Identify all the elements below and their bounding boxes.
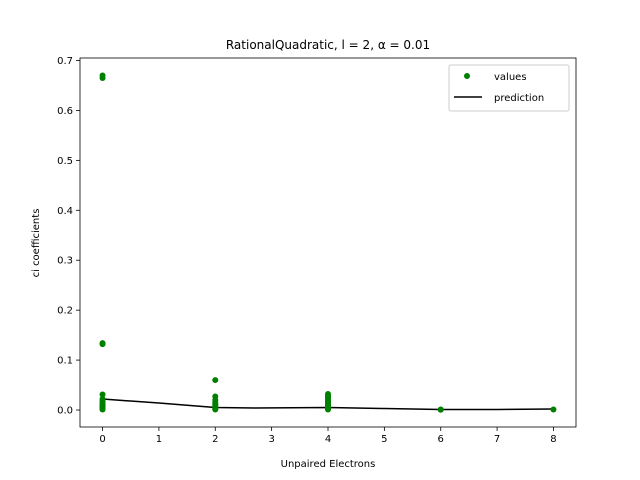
legend-label-prediction: prediction bbox=[494, 93, 544, 104]
x-axis-label: Unpaired Electrons bbox=[281, 459, 376, 470]
legend-box bbox=[448, 64, 570, 112]
y-tick-label: 0.1 bbox=[57, 356, 73, 367]
legend-marker-values bbox=[464, 73, 470, 79]
x-tick-label: 3 bbox=[268, 434, 274, 445]
value-point bbox=[99, 74, 106, 81]
y-tick-label: 0.0 bbox=[57, 406, 73, 417]
x-tick-label: 6 bbox=[438, 434, 444, 445]
value-point bbox=[325, 406, 331, 413]
x-tick-label: 4 bbox=[325, 434, 331, 445]
value-point bbox=[99, 341, 106, 348]
legend-label-values: values bbox=[494, 72, 527, 83]
y-tick-label: 0.6 bbox=[57, 106, 73, 117]
legend: values prediction bbox=[448, 64, 570, 112]
value-point bbox=[99, 391, 106, 398]
chart-title: RationalQuadratic, l = 2, α = 0.01 bbox=[226, 38, 430, 52]
y-tick-label: 0.7 bbox=[57, 56, 73, 67]
x-tick-label: 1 bbox=[156, 434, 162, 445]
value-point bbox=[437, 406, 444, 413]
x-tick-label: 8 bbox=[550, 434, 556, 445]
y-tick-label: 0.2 bbox=[57, 306, 73, 317]
x-tick-label: 0 bbox=[99, 434, 105, 445]
y-tick-label: 0.5 bbox=[57, 156, 73, 167]
x-tick-label: 2 bbox=[212, 434, 218, 445]
value-point bbox=[550, 406, 557, 413]
y-tick-label: 0.3 bbox=[57, 256, 73, 267]
plot-area: 0 1 2 3 4 5 6 7 8 0.0 0.1 0.2 0.3 0.4 0.5 0.6 0.7 bbox=[57, 56, 577, 445]
x-tick-label: 7 bbox=[494, 434, 500, 445]
value-point bbox=[99, 406, 106, 413]
y-axis-label: ci coefficients bbox=[31, 209, 42, 278]
x-tick-label: 5 bbox=[381, 434, 387, 445]
value-point bbox=[212, 377, 219, 384]
axes-frame bbox=[79, 57, 577, 428]
value-point bbox=[212, 406, 219, 413]
y-tick-label: 0.4 bbox=[57, 206, 73, 217]
